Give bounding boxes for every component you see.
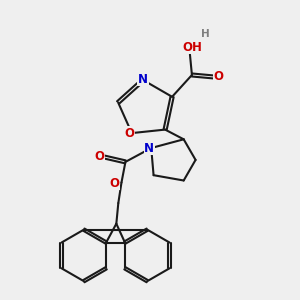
Text: O: O xyxy=(214,70,224,83)
Text: O: O xyxy=(109,177,119,190)
Text: N: N xyxy=(138,73,148,86)
Text: O: O xyxy=(125,127,135,140)
Text: N: N xyxy=(144,142,154,154)
Text: OH: OH xyxy=(182,41,202,54)
Text: O: O xyxy=(94,150,104,163)
Text: H: H xyxy=(201,29,209,39)
